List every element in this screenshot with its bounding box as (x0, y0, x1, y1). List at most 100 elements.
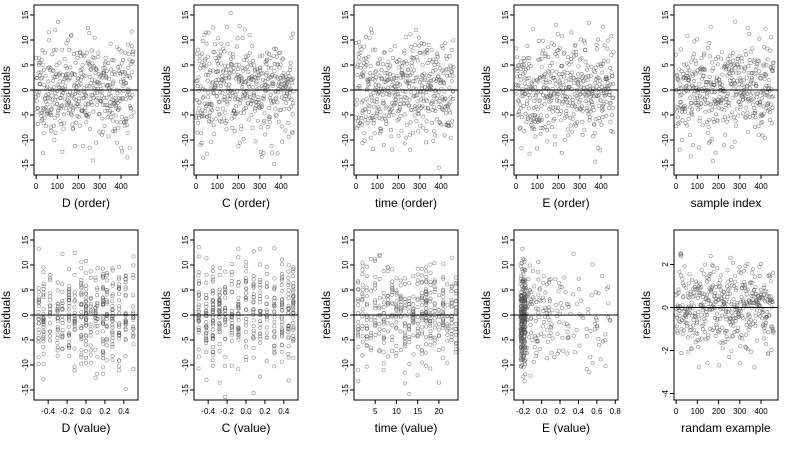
data-point (104, 270, 109, 275)
data-point (372, 300, 377, 305)
x-axis-label: C (value) (222, 421, 271, 435)
data-point (374, 75, 379, 80)
data-point (711, 117, 716, 122)
data-point (450, 119, 455, 124)
data-point (196, 292, 201, 297)
data-point (535, 270, 540, 275)
data-point (571, 50, 576, 55)
data-point (272, 343, 277, 348)
data-point (767, 313, 772, 318)
data-point (407, 81, 412, 86)
data-point (361, 61, 366, 66)
y-tick-label: -4 (661, 389, 670, 397)
data-point (41, 307, 46, 312)
data-point (610, 74, 615, 79)
data-point (713, 291, 718, 296)
data-point (217, 322, 222, 327)
data-point (244, 54, 249, 59)
data-point (227, 71, 232, 76)
data-point (702, 300, 707, 305)
data-point (229, 325, 234, 330)
data-point (279, 302, 284, 307)
data-point (41, 107, 46, 112)
data-point (223, 312, 228, 317)
data-point (92, 35, 97, 40)
data-point (260, 53, 265, 58)
data-point (701, 271, 706, 276)
data-point (419, 97, 424, 102)
data-point (445, 324, 450, 329)
data-point (131, 326, 136, 331)
data-point (603, 364, 608, 369)
data-point (112, 129, 117, 134)
data-point (385, 301, 390, 306)
data-point (407, 340, 412, 345)
data-point (211, 68, 216, 73)
data-point (406, 68, 411, 73)
data-point (552, 42, 557, 47)
data-point (131, 272, 136, 277)
data-point (764, 83, 769, 88)
data-point (690, 55, 695, 60)
data-point (217, 324, 222, 329)
data-point (279, 276, 284, 281)
data-point (734, 107, 739, 112)
data-point (403, 135, 408, 140)
data-point (36, 316, 41, 321)
data-point (372, 286, 377, 291)
data-point (759, 96, 764, 101)
data-point (518, 106, 523, 111)
data-point (228, 94, 233, 99)
data-point (757, 59, 762, 64)
data-point (377, 304, 382, 309)
data-point (519, 350, 524, 355)
data-point (384, 104, 389, 109)
data-point (713, 333, 718, 338)
data-point (760, 88, 765, 93)
data-point (424, 128, 429, 133)
data-point (547, 80, 552, 85)
data-point (717, 77, 722, 82)
data-point (589, 293, 594, 298)
data-point (283, 128, 288, 133)
data-point (517, 111, 522, 116)
data-point (89, 81, 94, 86)
data-point (754, 91, 759, 96)
data-point (272, 315, 277, 320)
data-point (291, 288, 296, 293)
data-point (593, 159, 598, 164)
data-point (570, 97, 575, 102)
data-point (55, 332, 60, 337)
data-point (364, 63, 369, 68)
data-point (117, 364, 122, 369)
data-point (61, 121, 66, 126)
data-point (365, 121, 370, 126)
data-point (707, 108, 712, 113)
data-point (432, 320, 437, 325)
data-point (445, 326, 450, 331)
data-point (453, 341, 458, 346)
data-point (449, 47, 454, 52)
data-point (268, 96, 273, 101)
data-point (419, 293, 424, 298)
data-point (79, 266, 84, 271)
data-point (602, 84, 607, 89)
data-point (689, 327, 694, 332)
data-point (764, 309, 769, 314)
data-point (536, 310, 541, 315)
data-point (745, 287, 750, 292)
data-point (590, 103, 595, 108)
data-point (736, 325, 741, 330)
data-point (269, 65, 274, 70)
data-point (380, 76, 385, 81)
data-point (210, 333, 215, 338)
data-point (398, 102, 403, 107)
y-tick-label: -15 (501, 159, 510, 171)
data-point (684, 84, 689, 89)
y-tick-label: -5 (181, 111, 190, 119)
data-point (593, 321, 598, 326)
data-point (571, 75, 576, 80)
data-point (238, 98, 243, 103)
data-point (760, 296, 765, 301)
data-point (66, 324, 71, 329)
